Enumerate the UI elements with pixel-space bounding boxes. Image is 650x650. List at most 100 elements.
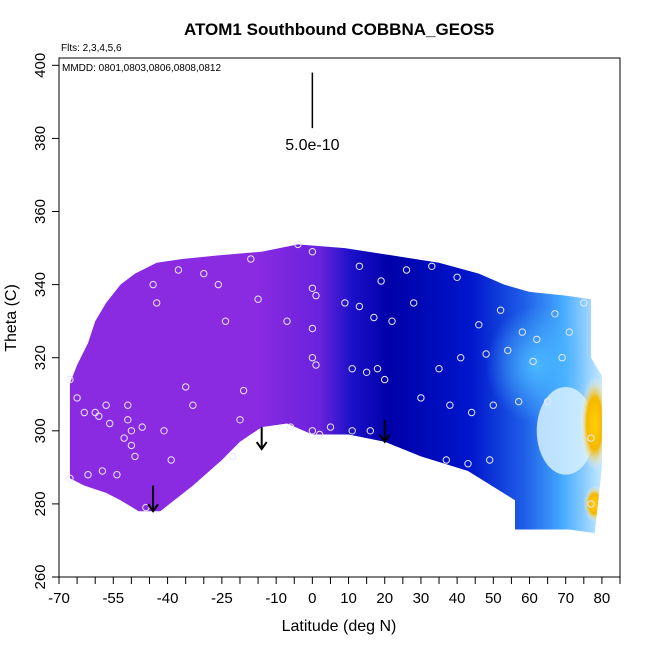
x-tick-label: 30 [413,590,430,607]
data-point [236,416,244,424]
data-point [482,350,490,358]
data-point [587,434,595,442]
data-point [142,503,150,512]
data-point [66,375,74,384]
yellow-region-1 [580,375,602,472]
data-point [131,452,139,461]
data-point [308,354,317,362]
data-point [80,408,89,417]
x-tick-label: 50 [485,590,502,607]
data-point [124,416,132,424]
arrows [147,419,391,513]
data-point [442,456,450,464]
data-point [308,324,317,333]
scale-bar-label: 5.0e-10 [285,137,339,154]
data-point [239,386,248,395]
data-point [308,248,317,256]
data-point [366,427,374,435]
data-point [308,284,317,292]
data-point [388,317,396,325]
data-point [73,394,81,402]
data-point [373,365,382,373]
field [69,244,602,534]
data-point [312,291,320,300]
data-point [160,427,168,435]
data-point [467,408,476,417]
data-point [475,321,483,329]
data-point [182,383,190,391]
data-point [348,365,356,373]
x-tick-label: -25 [211,590,233,607]
data-point [377,277,385,285]
data-point [294,240,302,249]
data-points [66,240,595,512]
data-point [66,474,74,482]
data-point [410,299,418,307]
data-point [504,346,512,355]
arrow-marker [147,485,159,513]
arrow-marker [378,419,391,444]
x-tick-label: 20 [376,590,393,607]
x-tick-label: -10 [265,590,287,607]
y-tick-label: 320 [32,345,49,370]
data-point [95,412,103,420]
data-point [370,313,378,322]
data-point [565,328,573,336]
data-point [533,335,541,344]
data-point [283,317,291,325]
chart-title: ATOM1 Southbound COBBNA_GEOS5 [184,20,494,39]
data-point [496,306,505,314]
data-point [247,255,255,263]
y-axis: 260 280 300 320 340 360 380 400 [32,53,59,590]
data-point [127,441,136,450]
pale-region [536,386,595,475]
data-point [120,434,128,442]
data-point [214,280,223,289]
y-tick-label: 380 [32,126,49,151]
data-point [189,401,197,409]
data-point [341,299,349,307]
x-tick-label: 60 [521,590,538,607]
data-point [417,394,425,402]
dates-annotation: MMDD: 0801,0803,0806,0808,0812 [62,63,221,74]
data-point [315,430,324,439]
flights-annotation: Flts: 2,3,4,5,6 [61,43,122,54]
x-tick-label: 80 [594,590,611,607]
data-point [464,460,472,468]
data-point [558,354,566,362]
x-tick-label: 70 [557,590,574,607]
data-point [84,471,92,479]
data-point [174,266,183,274]
data-point [362,368,371,376]
data-point [149,280,157,289]
data-point [515,397,523,406]
x-tick-label: -40 [157,590,179,607]
data-point [326,423,335,431]
data-point [435,365,443,373]
y-tick-label: 260 [32,564,49,589]
data-point [402,266,411,274]
data-point [587,500,595,508]
data-point [127,427,136,435]
data-point [167,456,175,464]
arrow-marker [255,427,268,451]
data-point [486,456,494,464]
data-point [153,299,161,307]
data-point [98,467,107,475]
data-point [518,328,526,336]
data-point [543,397,552,406]
data-point [381,375,389,384]
data-point [355,302,364,311]
data-point [221,317,230,325]
y-tick-label: 300 [32,418,49,443]
data-point [124,401,132,409]
x-axis: -70 -55 -40 -25 -10 0 10 20 30 40 50 60 70 80 [48,577,621,607]
x-tick-label: 10 [340,590,357,607]
y-tick-label: 360 [32,199,49,224]
data-point [453,273,461,281]
plot-frame [58,57,621,578]
data-point [113,471,121,479]
data-point [551,310,559,318]
y-tick-label: 400 [32,53,49,78]
data-point [308,427,317,435]
